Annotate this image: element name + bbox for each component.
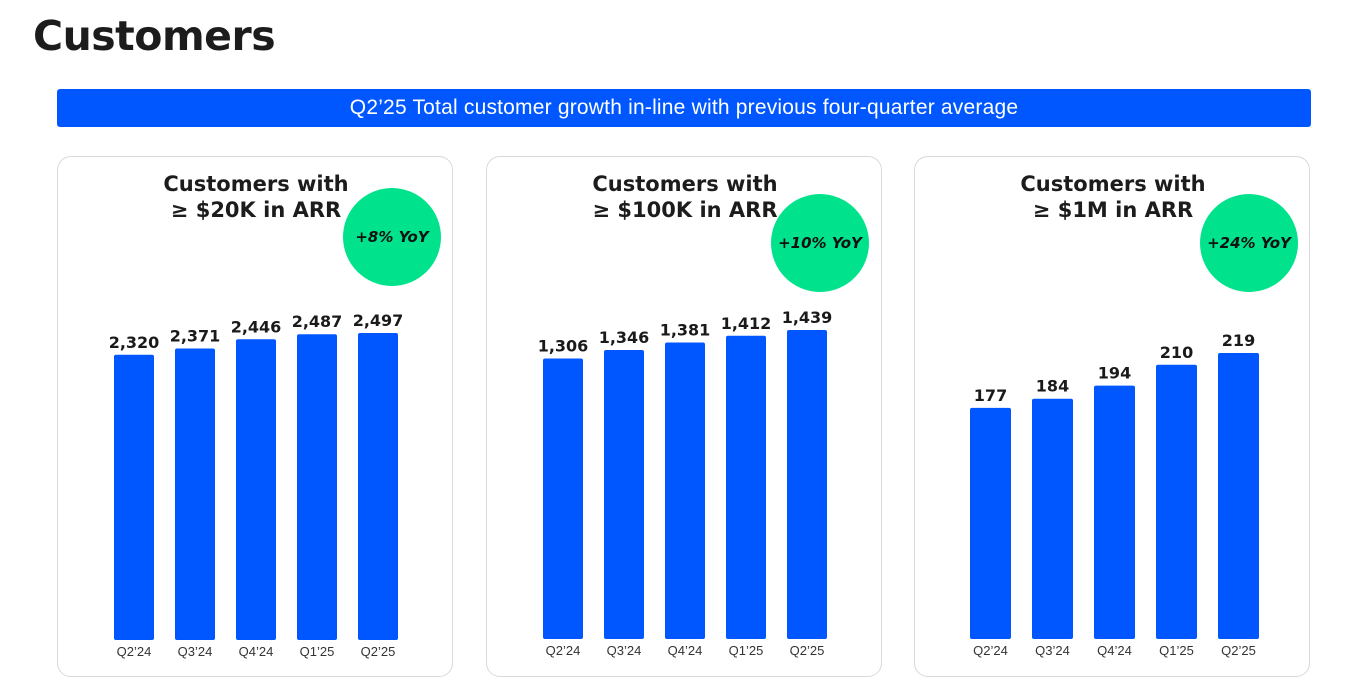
chart-title-line1: Customers with <box>592 172 778 196</box>
x-tick-label: Q2’24 <box>546 643 581 658</box>
bar-value-label: 2,320 <box>109 333 160 352</box>
bar-value-label: 2,497 <box>353 311 404 330</box>
bar-value-label: 1,346 <box>599 328 650 347</box>
x-tick-label: Q3’24 <box>178 644 213 659</box>
bar-chart: 1,306 Q2’24 1,346 Q3’24 1,381 Q4’24 1,412 Q1’25… <box>538 308 833 658</box>
x-tick-label: Q1’25 <box>729 643 764 658</box>
x-tick-label: Q2’25 <box>1221 643 1256 658</box>
bar-value-label: 210 <box>1160 343 1193 362</box>
page-title: Customers <box>33 12 276 60</box>
chart-title: Customers with ≥ $100K in ARR <box>487 171 883 223</box>
bar-value-label: 2,487 <box>292 312 343 331</box>
bar-value-label: 2,371 <box>170 326 221 345</box>
x-tick-label: Q1’25 <box>300 644 335 659</box>
bar-value-label: 1,439 <box>782 308 833 327</box>
bar <box>604 349 644 639</box>
bar-value-label: 194 <box>1098 364 1131 383</box>
x-tick-label: Q3’24 <box>1035 643 1070 658</box>
yoy-growth-badge: +8% YoY <box>343 188 441 286</box>
bar <box>1156 364 1197 639</box>
x-tick-label: Q1’25 <box>1159 643 1194 658</box>
bar-value-label: 177 <box>974 386 1007 405</box>
chart-title: Customers with ≥ $1M in ARR <box>915 171 1311 223</box>
bar-value-label: 219 <box>1222 331 1255 350</box>
bar-value-label: 1,306 <box>538 337 589 356</box>
x-tick-label: Q2’25 <box>790 643 825 658</box>
x-tick-label: Q4’24 <box>1097 643 1132 658</box>
x-tick-label: Q2’25 <box>361 644 396 659</box>
yoy-growth-badge: +24% YoY <box>1200 194 1298 292</box>
bar-value-label: 184 <box>1036 377 1069 396</box>
bar <box>236 339 276 640</box>
bar <box>114 354 154 640</box>
bar <box>297 334 337 640</box>
x-tick-label: Q4’24 <box>668 643 703 658</box>
bar <box>1032 398 1073 639</box>
chart-title-line2: ≥ $20K in ARR <box>170 198 342 222</box>
x-tick-label: Q2’24 <box>973 643 1008 658</box>
bar <box>1094 385 1135 639</box>
bar <box>358 333 398 640</box>
bar-value-label: 1,381 <box>660 320 711 339</box>
chart-title-line2: ≥ $100K in ARR <box>592 198 778 222</box>
bar <box>175 348 215 640</box>
bar <box>665 342 705 639</box>
bar-value-label: 1,412 <box>721 314 772 333</box>
chart-title-line1: Customers with <box>163 172 349 196</box>
chart-panel-1m: Customers with ≥ $1M in ARR +24% YoY 177… <box>914 156 1310 677</box>
bar <box>1218 353 1259 639</box>
chart-title-line1: Customers with <box>1020 172 1206 196</box>
chart-panel-20k: Customers with ≥ $20K in ARR +8% YoY 2,3… <box>57 156 453 677</box>
chart-title: Customers with ≥ $20K in ARR <box>58 171 454 223</box>
x-tick-label: Q3’24 <box>607 643 642 658</box>
bar-chart: 177 Q2’24 184 Q3’24 194 Q4’24 210 Q1’25 219 Q2’25 <box>970 331 1259 658</box>
bar <box>726 335 766 639</box>
summary-banner: Q2’25 Total customer growth in-line with… <box>57 89 1311 127</box>
bar <box>543 358 583 639</box>
bar <box>970 407 1011 639</box>
yoy-growth-badge: +10% YoY <box>771 194 869 292</box>
x-tick-label: Q2’24 <box>117 644 152 659</box>
chart-panel-100k: Customers with ≥ $100K in ARR +10% YoY 1… <box>486 156 882 677</box>
x-tick-label: Q4’24 <box>239 644 274 659</box>
chart-title-line2: ≥ $1M in ARR <box>1032 198 1194 222</box>
bar-value-label: 2,446 <box>231 317 282 336</box>
bar <box>787 330 827 639</box>
bar-chart: 2,320 Q2’24 2,371 Q3’24 2,446 Q4’24 2,487 Q1’25… <box>109 311 404 659</box>
